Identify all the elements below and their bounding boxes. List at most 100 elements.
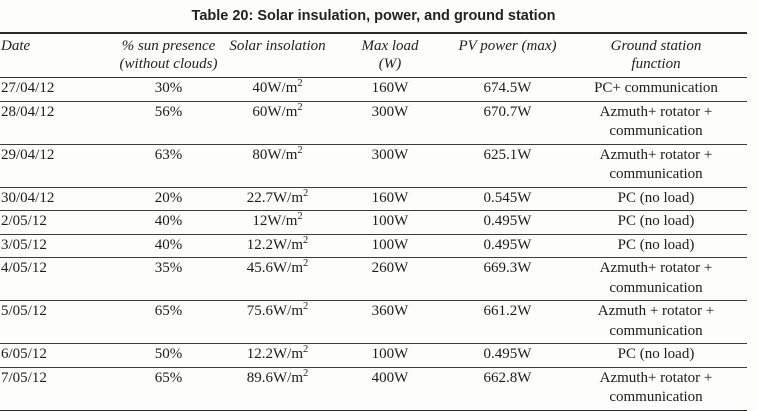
table-row: 2/05/12 40% 12W/m2 100W 0.495W PC (no lo… [0, 210, 747, 234]
max-load-value: 100W [371, 346, 409, 362]
pv-power-value: 625.1W [483, 146, 532, 163]
ground-station-value: Azmuth+ rotator + communication [599, 260, 713, 296]
insolation-superscript: 2 [297, 101, 303, 113]
cell-date: 6/05/12 [0, 343, 112, 367]
date-value: 29/04/12 [1, 146, 55, 163]
pv-power-value: 0.495W [483, 236, 532, 253]
cell-sun-presence: 50% [112, 343, 225, 367]
cell-pv-power: 670.7W [450, 100, 565, 144]
insolation-value: 40W/m [252, 80, 298, 96]
cell-ground-station: Azmuth + rotator + communication [565, 300, 747, 344]
cell-sun-presence: 65% [112, 300, 225, 344]
cell-max-load: 400W [330, 366, 450, 410]
ground-station-value: PC (no load) [617, 236, 695, 253]
pv-power-value: 670.7W [483, 103, 532, 120]
cell-date: 7/05/12 [0, 366, 112, 410]
cell-sun-presence: 65% [112, 366, 225, 410]
cell-max-load: 300W [330, 100, 450, 144]
cell-ground-station: Azmuth+ rotator + communication [565, 366, 747, 410]
header-row: Date % sun presence (without clouds) Sol… [0, 33, 747, 78]
date-value: 3/05/12 [1, 236, 47, 253]
insolation-superscript: 2 [303, 344, 309, 355]
header-max-load-line2: (W) [378, 56, 402, 72]
max-load-value: 360W [371, 303, 409, 319]
header-date-label: Date [1, 38, 31, 54]
insolation-value: 80W/m [252, 146, 298, 163]
pv-power-value: 661.2W [483, 303, 532, 319]
header-ground-station: Ground station function [565, 33, 747, 78]
header-date: Date [0, 33, 112, 78]
cell-date: 30/04/12 [0, 186, 112, 211]
sun-presence-value: 35% [154, 260, 183, 276]
insolation-superscript: 2 [303, 187, 309, 199]
table-row: 27/04/12 30% 40W/m2 160W 674.5W PC+ comm… [0, 77, 747, 101]
cell-max-load: 300W [330, 143, 450, 187]
date-value: 5/05/12 [1, 303, 47, 319]
insolation-value: 12.2W/m [246, 346, 303, 362]
date-value: 27/04/12 [1, 80, 55, 96]
cell-date: 5/05/12 [0, 300, 112, 344]
cell-solar-insolation: 22.7W/m2 [225, 186, 330, 211]
header-solar-insolation: Solar insolation [225, 33, 330, 78]
cell-solar-insolation: 12.2W/m2 [225, 343, 330, 367]
ground-station-value: PC (no load) [617, 189, 695, 206]
ground-station-value: PC+ communication [594, 80, 718, 96]
cell-date: 27/04/12 [0, 77, 112, 101]
cell-solar-insolation: 89.6W/m2 [225, 366, 330, 410]
cell-pv-power: 0.495W [450, 343, 565, 367]
max-load-value: 260W [371, 260, 409, 276]
cell-ground-station: Azmuth+ rotator + communication [565, 143, 747, 187]
insolation-superscript: 2 [303, 301, 309, 312]
cell-pv-power: 0.545W [450, 186, 565, 211]
header-solar-insolation-label: Solar insolation [229, 38, 326, 54]
table-caption: Table 20: Solar insulation, power, and g… [191, 8, 556, 24]
table-row: 7/05/12 65% 89.6W/m2 400W 662.8W Azmuth+… [0, 366, 747, 410]
insolation-value: 89.6W/m [246, 369, 303, 386]
cell-solar-insolation: 40W/m2 [225, 77, 330, 101]
max-load-value: 300W [371, 146, 409, 163]
pv-power-value: 662.8W [483, 369, 532, 386]
cell-pv-power: 0.495W [450, 210, 565, 234]
date-value: 2/05/12 [1, 213, 47, 229]
sun-presence-value: 56% [154, 103, 183, 120]
max-load-value: 160W [371, 189, 409, 206]
cell-sun-presence: 63% [112, 143, 225, 187]
cell-ground-station: PC (no load) [565, 343, 747, 367]
max-load-value: 160W [371, 80, 409, 96]
table-row: 4/05/12 35% 45.6W/m2 260W 669.3W Azmuth+… [0, 257, 747, 301]
table-header: Date % sun presence (without clouds) Sol… [0, 33, 747, 78]
ground-station-value: Azmuth+ rotator + communication [599, 103, 713, 140]
sun-presence-value: 20% [154, 189, 183, 206]
insolation-superscript: 2 [297, 211, 303, 222]
sun-presence-value: 65% [154, 303, 183, 319]
cell-solar-insolation: 75.6W/m2 [225, 300, 330, 344]
header-max-load-line1: Max load [361, 38, 419, 54]
insolation-superscript: 2 [303, 367, 309, 379]
cell-date: 2/05/12 [0, 210, 112, 234]
table-row: 29/04/12 63% 80W/m2 300W 625.1W Azmuth+ … [0, 143, 747, 187]
sun-presence-value: 30% [154, 80, 183, 96]
pv-power-value: 674.5W [483, 80, 532, 96]
insolation-value: 12.2W/m [246, 236, 303, 253]
ground-station-value: Azmuth + rotator + communication [597, 303, 715, 339]
cell-pv-power: 661.2W [450, 300, 565, 344]
cell-max-load: 100W [330, 233, 450, 258]
cell-ground-station: PC+ communication [565, 77, 747, 101]
header-pv-power: PV power (max) [450, 33, 565, 78]
cell-solar-insolation: 80W/m2 [225, 143, 330, 187]
cell-max-load: 100W [330, 343, 450, 367]
pv-power-value: 0.545W [483, 189, 532, 206]
cell-sun-presence: 30% [112, 77, 225, 101]
insolation-value: 22.7W/m [246, 189, 303, 206]
cell-sun-presence: 56% [112, 100, 225, 144]
sun-presence-value: 65% [154, 369, 183, 386]
cell-pv-power: 0.495W [450, 233, 565, 258]
cell-solar-insolation: 45.6W/m2 [225, 257, 330, 301]
cell-max-load: 160W [330, 186, 450, 211]
table-body: 27/04/12 30% 40W/m2 160W 674.5W PC+ comm… [0, 77, 747, 410]
date-value: 6/05/12 [1, 346, 47, 362]
cell-pv-power: 625.1W [450, 143, 565, 187]
date-value: 30/04/12 [1, 189, 55, 206]
insolation-value: 12W/m [252, 213, 298, 229]
